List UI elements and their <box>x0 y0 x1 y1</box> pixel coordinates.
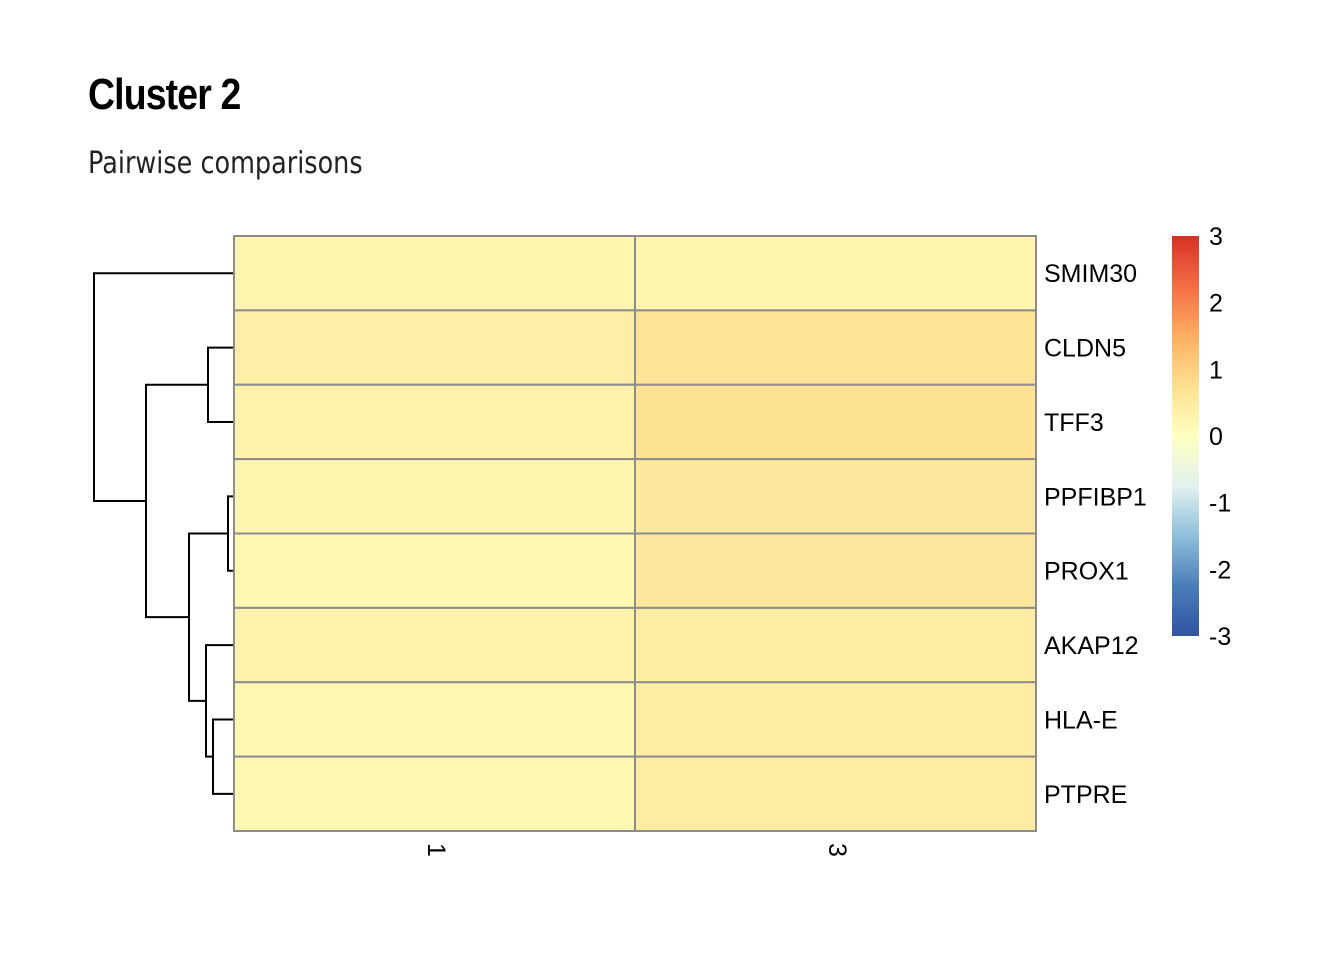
dendrogram-branch <box>207 346 234 423</box>
color-scale-tick-label: 3 <box>1209 223 1223 251</box>
color-scale-tick-label: -2 <box>1209 556 1231 584</box>
row-label: CLDN5 <box>1044 335 1126 363</box>
heatmap-cell <box>233 235 636 312</box>
heatmap-cells <box>233 235 1037 832</box>
heatmap-cell <box>634 458 1037 535</box>
heatmap-cell <box>634 755 1037 832</box>
heatmap-cell <box>634 383 1037 461</box>
dendrogram-branch <box>93 272 234 502</box>
heatmap-cell <box>233 606 636 684</box>
column-label: 3 <box>823 843 851 857</box>
heatmap-cell <box>634 235 1037 312</box>
color-scale-tick-label: -3 <box>1209 623 1231 651</box>
row-dendrogram <box>93 272 234 795</box>
row-label: PPFIBP1 <box>1044 483 1147 511</box>
color-scale-bar <box>1172 236 1199 636</box>
row-label: PTPRE <box>1044 781 1127 809</box>
dendrogram-branch <box>205 644 234 758</box>
heatmap-cell <box>233 681 636 758</box>
chart-subtitle: Pairwise comparisons <box>88 146 363 181</box>
row-label: PROX1 <box>1044 558 1129 586</box>
row-label: SMIM30 <box>1044 260 1137 288</box>
color-scale-legend: 3 2 1 0 -1 -2 -3 <box>1172 223 1231 651</box>
color-scale-tick-label: 2 <box>1209 290 1223 318</box>
heatmap-cell <box>634 606 1037 684</box>
heatmap-cell <box>233 458 636 535</box>
color-scale-tick-label: 0 <box>1209 423 1223 451</box>
heatmap-cell <box>634 532 1037 609</box>
heatmap-cell <box>233 755 636 832</box>
dendrogram-branch <box>145 383 208 619</box>
color-scale-tick-label: 1 <box>1209 356 1223 384</box>
column-label: 1 <box>422 843 450 857</box>
chart-title: Cluster 2 <box>88 70 241 119</box>
heatmap-cell <box>233 309 636 386</box>
heatmap-cell <box>233 383 636 461</box>
dendrogram-branch <box>212 718 234 795</box>
heatmap-cell <box>233 532 636 609</box>
heatmap-cell <box>634 681 1037 758</box>
row-label: TFF3 <box>1044 409 1104 437</box>
heatmap-cell <box>634 309 1037 386</box>
color-scale-tick-label: -1 <box>1209 490 1231 518</box>
row-labels: SMIM30 CLDN5 TFF3 PPFIBP1 PROX1 AKAP12 HLA-E PT… <box>1044 260 1147 809</box>
row-label: HLA-E <box>1044 706 1118 734</box>
row-label: AKAP12 <box>1044 632 1139 660</box>
dendrogram-branch <box>188 532 228 702</box>
